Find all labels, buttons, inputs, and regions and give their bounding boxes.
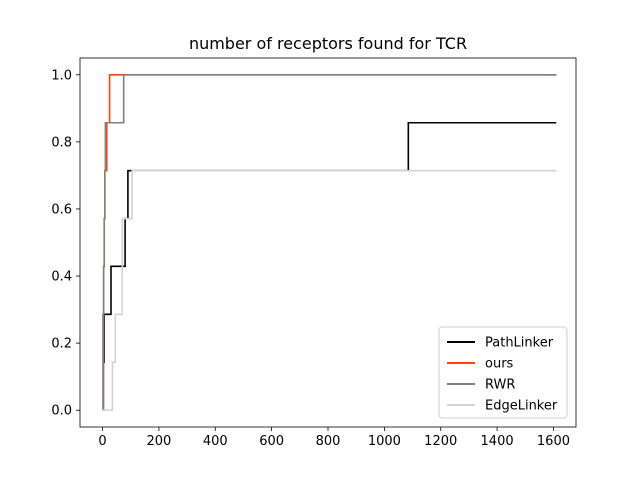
x-tick-label: 0	[98, 434, 106, 449]
y-tick-label: 1.0	[51, 68, 72, 83]
series-line-rwr	[102, 73, 557, 412]
legend-label-pathlinker: PathLinker	[485, 336, 554, 351]
x-tick-label: 600	[259, 434, 284, 449]
x-tick-label: 1400	[481, 434, 514, 449]
legend-label-edgelinker: EdgeLinker	[485, 399, 558, 414]
y-tick-label: 0.4	[51, 270, 72, 285]
legend: PathLinker ours RWR EdgeLinker	[438, 326, 568, 419]
y-tick-label: 0.2	[51, 337, 72, 352]
x-tick-label: 200	[146, 434, 171, 449]
series-layer	[102, 73, 557, 412]
y-tick-label: 0.0	[51, 404, 72, 419]
chart-title: number of receptors found for TCR	[189, 34, 467, 53]
legend-label-rwr: RWR	[485, 378, 515, 393]
x-tick-label: 1600	[537, 434, 570, 449]
y-tick-label: 0.8	[51, 135, 72, 150]
legend-label-ours: ours	[485, 357, 514, 372]
series-line-edgelinker	[102, 169, 557, 412]
axes-layer: 0 200 400 600 800 1000 1200 1400 1600 0.0 0.2 0.4 0.…	[51, 57, 577, 449]
y-tick-label: 0.6	[51, 202, 72, 217]
legend-box	[438, 326, 568, 419]
x-tick-label: 1200	[424, 434, 457, 449]
x-tick-label: 1000	[368, 434, 401, 449]
x-tick-label: 400	[203, 434, 228, 449]
x-tick-label: 800	[316, 434, 341, 449]
